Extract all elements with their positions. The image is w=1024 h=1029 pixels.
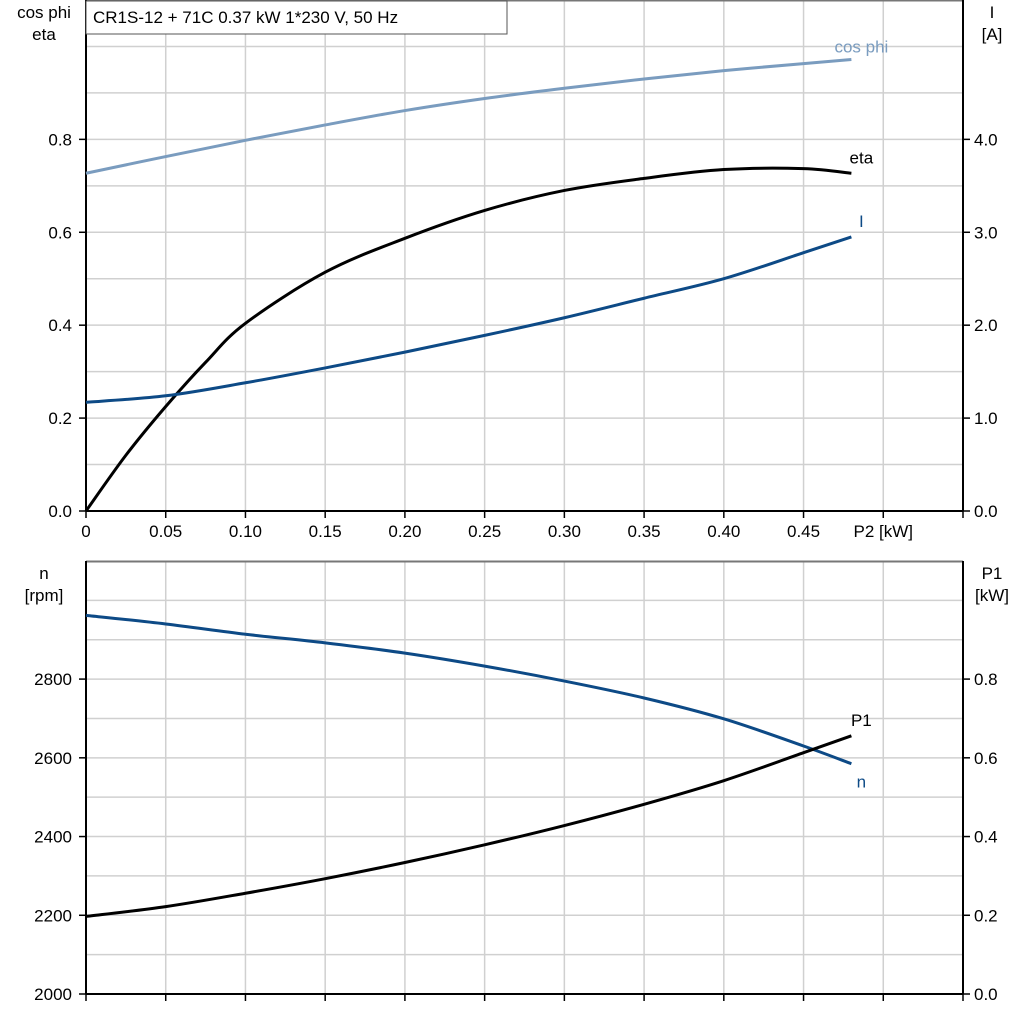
y-left-tick-label: 2400 — [34, 828, 72, 847]
series-line-n — [85, 613, 852, 766]
x-tick-label: 0.20 — [388, 522, 421, 541]
y-left-tick-label: 0.2 — [48, 409, 72, 428]
y-left-axis-label: [rpm] — [25, 586, 64, 605]
title-box — [85, 0, 508, 35]
y-left-tick-label: 2200 — [34, 906, 72, 925]
y-left-tick-label: 0.8 — [48, 130, 72, 149]
y-right-tick-label: 3.0 — [974, 223, 998, 242]
series-line-i — [85, 235, 852, 404]
y-right-tick-label: 0.0 — [974, 985, 998, 1004]
series-line-p1 — [85, 734, 852, 918]
x-tick-label: 0.40 — [707, 522, 740, 541]
y-right-tick-label: 0.8 — [974, 670, 998, 689]
y-left-tick-label: 0.6 — [48, 223, 72, 242]
y-right-axis-label: [A] — [982, 25, 1003, 44]
y-right-tick-label: 4.0 — [974, 130, 998, 149]
y-right-tick-label: 0.0 — [974, 502, 998, 521]
y-left-axis-label: eta — [32, 25, 56, 44]
y-left-tick-label: 0.0 — [48, 502, 72, 521]
x-tick-label: 0.10 — [229, 522, 262, 541]
y-right-tick-label: 1.0 — [974, 409, 998, 428]
chart-title: CR1S-12 + 71C 0.37 kW 1*230 V, 50 Hz — [93, 8, 398, 27]
series-label-i: I — [859, 212, 864, 231]
y-left-tick-label: 2600 — [34, 749, 72, 768]
x-tick-label: 0.15 — [309, 522, 342, 541]
series-label-eta: eta — [850, 148, 874, 167]
y-right-tick-label: 0.2 — [974, 906, 998, 925]
x-tick-label: 0.05 — [149, 522, 182, 541]
series-label-cos-phi: cos phi — [834, 37, 888, 56]
y-right-axis-label: P1 — [982, 564, 1003, 583]
y-left-tick-label: 2800 — [34, 670, 72, 689]
y-right-axis-label: [kW] — [975, 586, 1009, 605]
y-right-axis-label: I — [990, 3, 995, 22]
x-tick-label: 0.30 — [548, 522, 581, 541]
series-label-n: n — [857, 773, 866, 792]
x-tick-label: 0.35 — [628, 522, 661, 541]
series-label-p1: P1 — [851, 711, 872, 730]
y-right-tick-label: 0.4 — [974, 828, 998, 847]
series-line-eta — [84, 166, 852, 512]
y-right-tick-label: 2.0 — [974, 316, 998, 335]
y-left-axis-label: cos phi — [17, 3, 71, 22]
x-tick-label: 0.25 — [468, 522, 501, 541]
series-line-cos-phi — [85, 57, 852, 175]
x-tick-label: 0 — [81, 522, 90, 541]
x-tick-label: 0.45 — [787, 522, 820, 541]
y-left-tick-label: 0.4 — [48, 316, 72, 335]
y-right-tick-label: 0.6 — [974, 749, 998, 768]
x-axis-label: P2 [kW] — [854, 522, 914, 541]
y-left-tick-label: 2000 — [34, 985, 72, 1004]
y-left-axis-label: n — [39, 564, 48, 583]
